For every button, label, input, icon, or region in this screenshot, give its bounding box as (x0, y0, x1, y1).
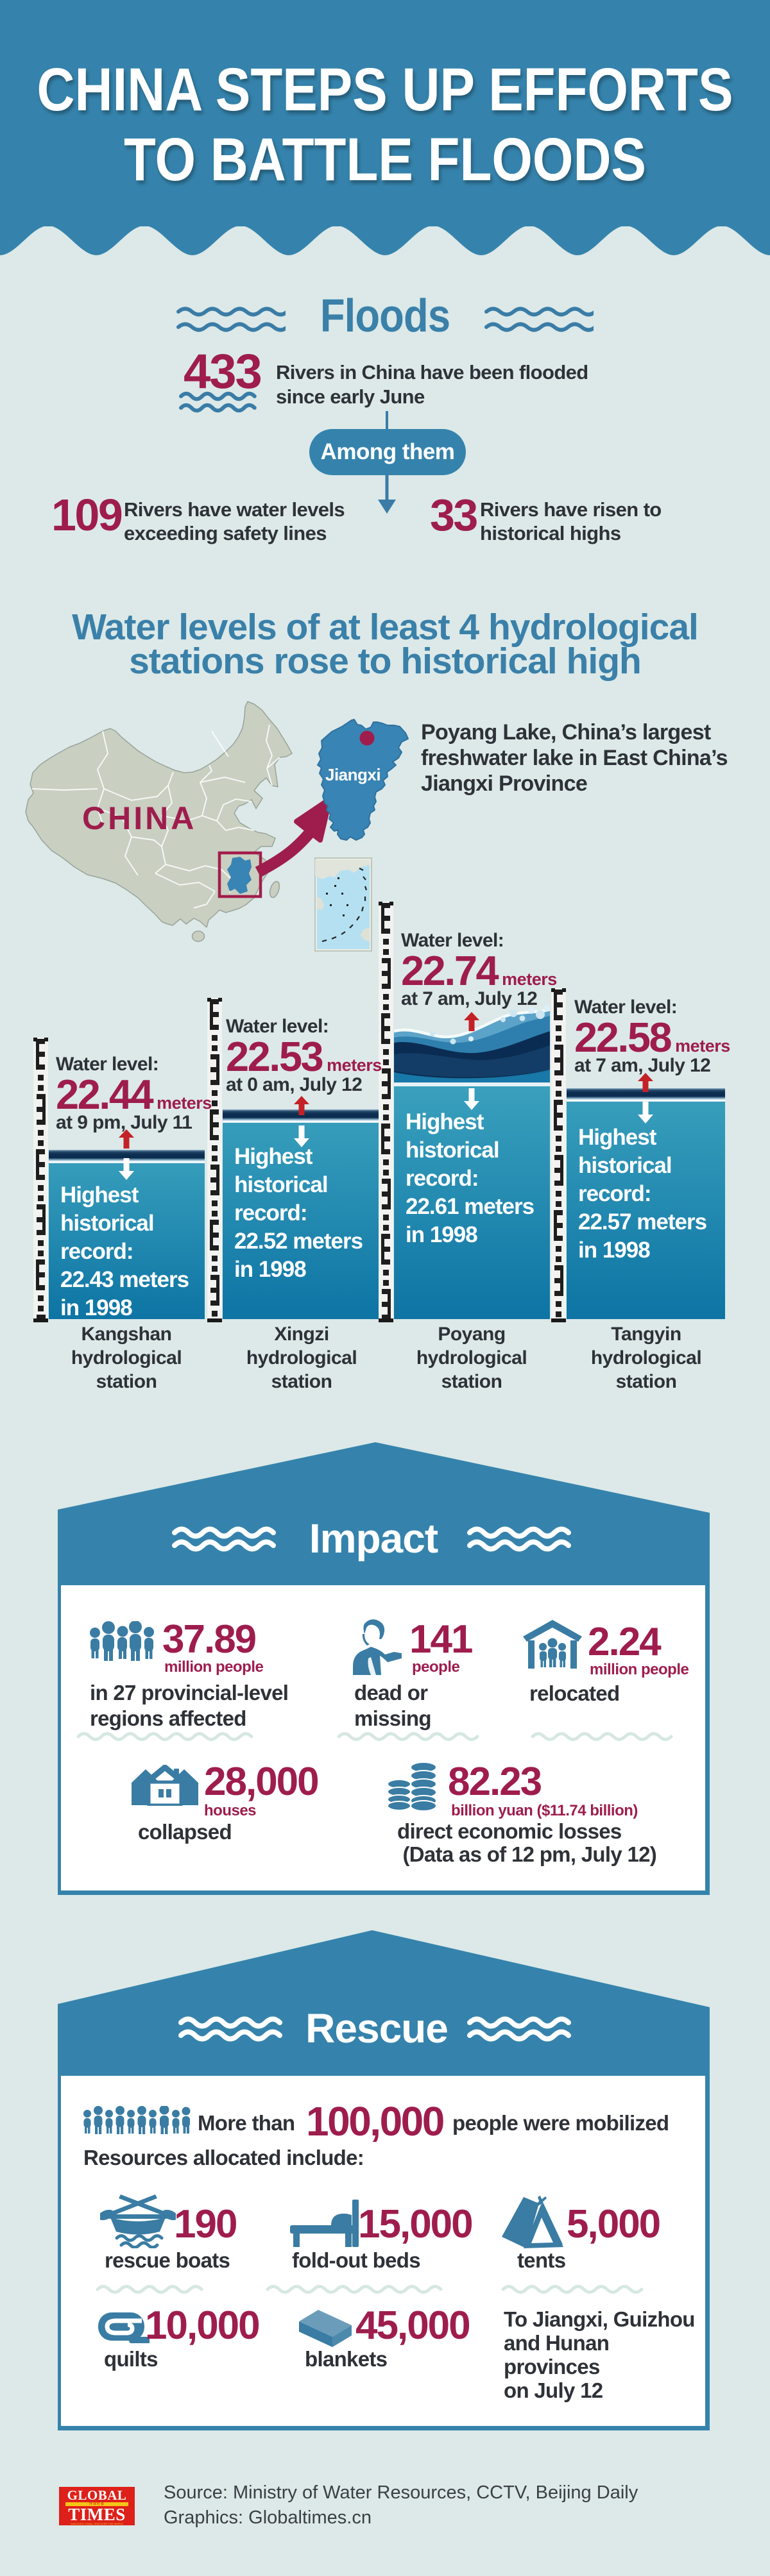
svg-text:CHINA: CHINA (82, 800, 196, 836)
svg-text:Jiangxi: Jiangxi (325, 765, 381, 784)
